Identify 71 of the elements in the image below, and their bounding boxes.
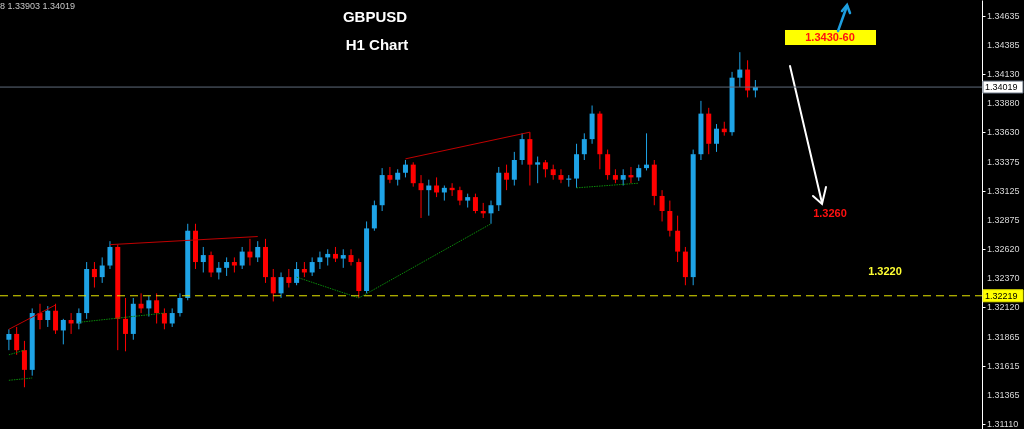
- candlestick: [270, 268, 276, 302]
- y-tick-label: 1.32620: [987, 244, 1020, 255]
- annotation: 1.3260: [813, 207, 847, 219]
- y-tick-label: 1.33880: [987, 98, 1020, 109]
- candlestick: [581, 132, 587, 161]
- candlestick: [208, 251, 214, 278]
- candlestick: [161, 307, 167, 330]
- candlestick: [107, 240, 113, 270]
- candlestick: [239, 246, 245, 270]
- y-tick-label: 1.31615: [987, 360, 1020, 371]
- annotation: 8 1.33903 1.34019: [0, 1, 76, 11]
- candlestick: [472, 193, 478, 214]
- text: GBPUSD: [342, 8, 408, 25]
- y-tick-label: 1.31365: [987, 389, 1020, 400]
- candlestick: [519, 132, 525, 166]
- candlestick: [76, 307, 82, 330]
- candlestick: [659, 189, 665, 222]
- candlestick: [177, 292, 183, 318]
- candlestick: [667, 200, 673, 238]
- candlestick: [99, 256, 105, 284]
- candlestick: [45, 305, 51, 328]
- candlestick: [224, 256, 230, 277]
- y-tick-label: 1.32875: [987, 214, 1020, 225]
- candlestick: [169, 307, 175, 328]
- ref-line-label: 1.34019: [985, 82, 1018, 93]
- y-tick-label: 1.34385: [987, 39, 1020, 50]
- annotation: 1.3430-60: [805, 31, 855, 43]
- y-tick-label: 1.32120: [987, 302, 1020, 313]
- candlestick: [418, 174, 424, 219]
- candlestick: [309, 256, 315, 277]
- candlestick: [504, 164, 510, 191]
- y-tick-label: 1.31110: [987, 419, 1019, 429]
- candlestick: [200, 246, 206, 273]
- candlestick: [255, 240, 261, 263]
- candlestick: [605, 149, 611, 181]
- candlestick: [558, 168, 564, 184]
- text: H1 Chart: [345, 36, 409, 53]
- candlestick: [340, 248, 346, 269]
- candlestick: [675, 215, 681, 263]
- y-tick-label: 1.33375: [987, 156, 1020, 167]
- candlestick: [146, 295, 152, 318]
- candlestick: [286, 268, 292, 289]
- candlestick: [123, 297, 129, 352]
- candlestick: [714, 123, 719, 153]
- candlestick: [294, 261, 300, 286]
- candlestick: [6, 328, 12, 351]
- y-tick-label: 1.33630: [987, 127, 1020, 138]
- candlestick: [737, 51, 743, 88]
- candlestick: [154, 292, 160, 324]
- y-tick-label: 1.33125: [987, 185, 1020, 196]
- candlestick: [488, 200, 494, 225]
- candlestick: [511, 151, 517, 187]
- y-tick-label: 1.32370: [987, 273, 1020, 284]
- y-tick-label: 1.34130: [987, 69, 1020, 80]
- candlestick: [410, 161, 416, 188]
- y-tick-label: 1.31865: [987, 331, 1020, 342]
- candlestick: [60, 318, 66, 345]
- candlestick: [535, 156, 541, 184]
- candlestick: [21, 340, 27, 388]
- candlestick: [317, 251, 323, 270]
- ref-line-label: 1.32219: [985, 290, 1018, 301]
- candlestick: [91, 261, 97, 289]
- candlestick: [14, 326, 20, 356]
- candlestick: [457, 186, 463, 206]
- candlestick: [278, 271, 284, 299]
- candlestick: [371, 200, 377, 232]
- candlestick: [53, 303, 59, 335]
- y-tick-label: 1.34635: [987, 10, 1020, 21]
- annotation: 1.3220: [868, 265, 902, 277]
- candlestick: [387, 166, 393, 184]
- candlestick: [348, 248, 354, 267]
